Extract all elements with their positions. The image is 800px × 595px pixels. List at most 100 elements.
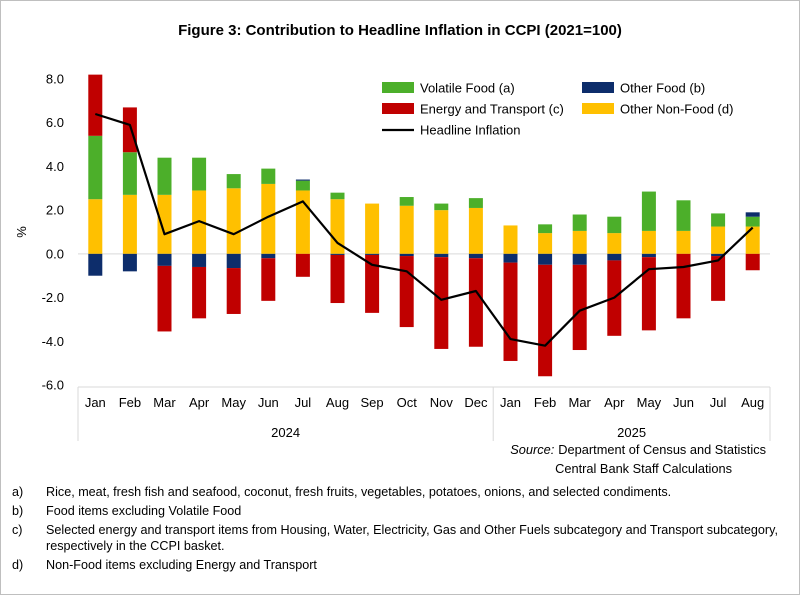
y-tick-label: 6.0	[46, 115, 64, 130]
legend-label: Volatile Food (a)	[420, 81, 515, 96]
bar-segment	[468, 258, 483, 347]
x-tick-label: Feb	[534, 395, 556, 410]
bar-segment	[572, 264, 587, 351]
bar-segment	[122, 152, 137, 195]
x-tick-label: Aug	[326, 395, 349, 410]
y-tick-label: 4.0	[46, 159, 64, 174]
bar-segment	[295, 180, 310, 191]
x-tick-label: Feb	[119, 395, 141, 410]
bar-segment	[711, 256, 726, 301]
bar-segment	[676, 253, 691, 319]
x-tick-label: Jul	[710, 395, 727, 410]
footnote-key: c)	[12, 523, 23, 537]
headline-line-group	[94, 112, 754, 347]
legend-label: Energy and Transport (c)	[420, 102, 564, 117]
bar-segment	[711, 226, 726, 254]
bar-segment	[226, 253, 241, 269]
bar-segment	[468, 198, 483, 208]
bar-segment	[88, 135, 103, 200]
headline-inflation-line	[94, 112, 754, 347]
bar-segment	[399, 256, 414, 328]
bar-segment	[434, 210, 449, 254]
bar-segment	[572, 253, 587, 265]
footnote-key: a)	[12, 485, 24, 499]
bar-segment	[88, 253, 103, 276]
x-tick-label: Jan	[500, 395, 521, 410]
x-tick-label: Sep	[361, 395, 384, 410]
x-tick-label: May	[221, 395, 246, 410]
bar-segment	[261, 183, 276, 254]
bar-segment	[538, 264, 553, 377]
legend-label: Headline Inflation	[420, 123, 520, 138]
bar-segment	[88, 199, 103, 254]
legend-swatch	[382, 103, 414, 114]
bar-segment	[365, 254, 380, 313]
bar-segment	[330, 192, 345, 200]
footnote-d: d) Non-Food items excluding Energy and T…	[12, 557, 788, 573]
bar-segment	[192, 253, 207, 267]
bar-segment	[641, 230, 656, 254]
footnote-text: Food items excluding Volatile Food	[46, 504, 242, 518]
bar-segment	[711, 213, 726, 227]
footnote-b: b) Food items excluding Volatile Food	[12, 503, 788, 519]
bar-segment	[261, 168, 276, 184]
footnote-a: a) Rice, meat, fresh fish and seafood, c…	[12, 484, 788, 500]
bars-group	[88, 74, 760, 377]
bar-segment	[641, 257, 656, 331]
y-axis-label: %	[14, 226, 29, 238]
bar-segment	[226, 188, 241, 254]
x-tick-label: Apr	[189, 395, 210, 410]
bar-segment	[468, 207, 483, 254]
bar-segment	[330, 253, 345, 255]
bar-segment	[88, 74, 103, 136]
bar-segment	[745, 226, 760, 254]
bar-segment	[365, 203, 380, 254]
bar-segment	[607, 233, 622, 254]
bar-segment	[641, 253, 656, 258]
bar-segment	[538, 233, 553, 254]
x-tick-label: Mar	[569, 395, 592, 410]
bar-segment	[399, 205, 414, 254]
bar-segment	[157, 157, 172, 195]
x-tick-label: Jun	[258, 395, 279, 410]
bar-segment	[711, 253, 726, 257]
y-tick-label: -6.0	[42, 378, 64, 393]
bar-segment	[572, 214, 587, 231]
y-tick-label: -2.0	[42, 290, 64, 305]
bar-segment	[122, 253, 137, 272]
axes-group: 8.0 6.0 4.0 2.0 0.0 -2.0 -4.0 -6.0% Jan Feb Mar Apr…	[14, 72, 771, 441]
bar-segment	[261, 253, 276, 259]
legend-label: Other Food (b)	[620, 81, 705, 96]
bar-segment	[434, 253, 449, 258]
x-tick-label: Mar	[153, 395, 176, 410]
legend-swatch	[582, 103, 614, 114]
y-tick-label: 2.0	[46, 203, 64, 218]
legend-swatch	[582, 82, 614, 93]
bar-segment	[226, 268, 241, 314]
bar-segment	[676, 230, 691, 254]
year-group-label: 2025	[617, 425, 646, 440]
x-tick-label: May	[637, 395, 662, 410]
bar-segment	[157, 253, 172, 266]
bar-segment	[122, 107, 137, 153]
bar-segment	[607, 253, 622, 261]
footnote-text: Non-Food items excluding Energy and Tran…	[46, 558, 317, 572]
bar-segment	[434, 203, 449, 211]
bar-segment	[399, 197, 414, 206]
bar-segment	[676, 200, 691, 231]
bar-segment	[295, 253, 310, 277]
bar-segment	[295, 190, 310, 254]
bar-segment	[122, 194, 137, 254]
chart-title: Figure 3: Contribution to Headline Infla…	[178, 22, 622, 39]
bar-segment	[607, 216, 622, 234]
y-tick-label: 0.0	[46, 246, 64, 261]
bar-segment	[157, 265, 172, 332]
legend-swatch	[382, 82, 414, 93]
x-tick-label: Oct	[397, 395, 418, 410]
source-label: Source:	[510, 442, 555, 457]
x-tick-label: Jun	[673, 395, 694, 410]
y-tick-label: 8.0	[46, 72, 64, 87]
footnote-c: c) Selected energy and transport items f…	[12, 522, 788, 554]
bar-segment	[434, 257, 449, 349]
bar-segment	[468, 253, 483, 259]
